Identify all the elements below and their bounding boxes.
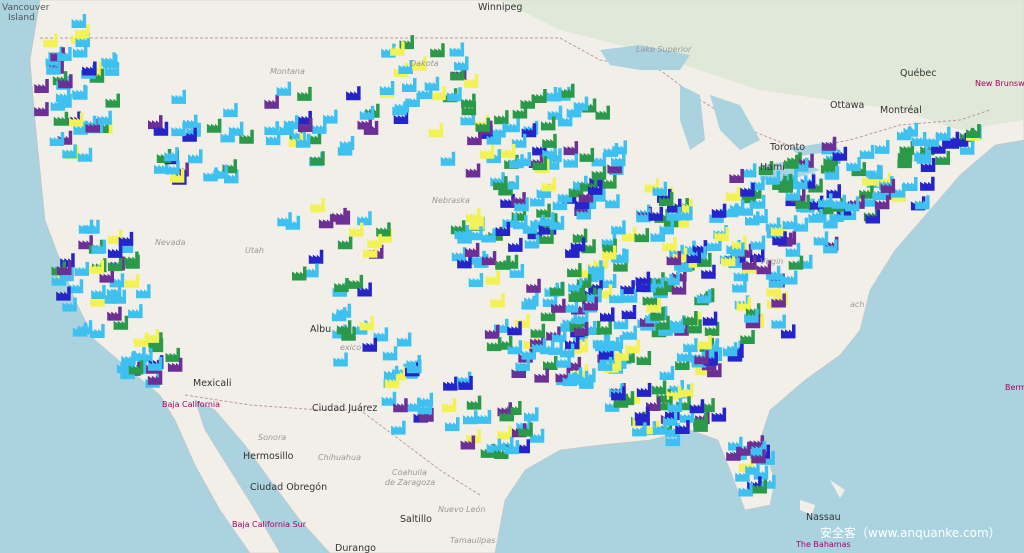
- place-label: Virgin: [760, 257, 783, 266]
- place-label: Lake Superior: [636, 45, 692, 54]
- watermark: 安全客（www.anquanke.com）: [820, 525, 1001, 540]
- place-label: Nevada: [155, 238, 186, 247]
- place-label: Berm: [1005, 383, 1024, 392]
- place-label: Coahuila: [392, 468, 427, 477]
- place-label: Nuevo León: [438, 504, 486, 514]
- place-label: Tamaulipas: [450, 536, 495, 545]
- place-label: Montréal: [880, 105, 922, 116]
- place-label: Dakota: [410, 59, 439, 68]
- place-label: Baja California Sur: [232, 520, 307, 529]
- place-label: Island: [8, 13, 35, 23]
- canada-forest: [500, 0, 1024, 130]
- place-label: de Zaragoza: [385, 478, 435, 487]
- place-label: Ottawa: [830, 100, 864, 111]
- great-lakes: [600, 45, 840, 180]
- place-label: Montana: [270, 67, 305, 76]
- place-label: Ciudad Obregón: [250, 482, 327, 493]
- place-label: Nassau: [806, 512, 841, 523]
- place-label: Baja California: [162, 400, 220, 409]
- place-label: The Bahamas: [795, 540, 851, 549]
- place-label: Hami: [760, 162, 785, 173]
- place-label: Durango: [335, 543, 376, 553]
- place-label: Toronto: [769, 142, 805, 153]
- place-label: Sonora: [258, 433, 286, 442]
- bahamas: [800, 480, 845, 515]
- place-label: exico: [340, 343, 361, 352]
- place-label: Winnipeg: [478, 2, 522, 13]
- place-label: Québec: [900, 68, 936, 79]
- place-label: Saltillo: [400, 514, 432, 525]
- place-label: Mexicali: [193, 378, 231, 389]
- place-label: Chihuahua: [318, 453, 361, 462]
- place-label: ach: [850, 300, 864, 309]
- place-label: Hermosillo: [243, 451, 294, 462]
- border: [40, 37, 991, 496]
- place-label: New Brunswick: [975, 79, 1024, 88]
- place-label: Ciudad Juárez: [312, 403, 377, 414]
- place-label: Utah: [245, 246, 264, 255]
- place-label: Nebraska: [432, 196, 470, 205]
- place-label: Albu: [310, 324, 331, 335]
- place-label: Vancouver: [2, 3, 50, 13]
